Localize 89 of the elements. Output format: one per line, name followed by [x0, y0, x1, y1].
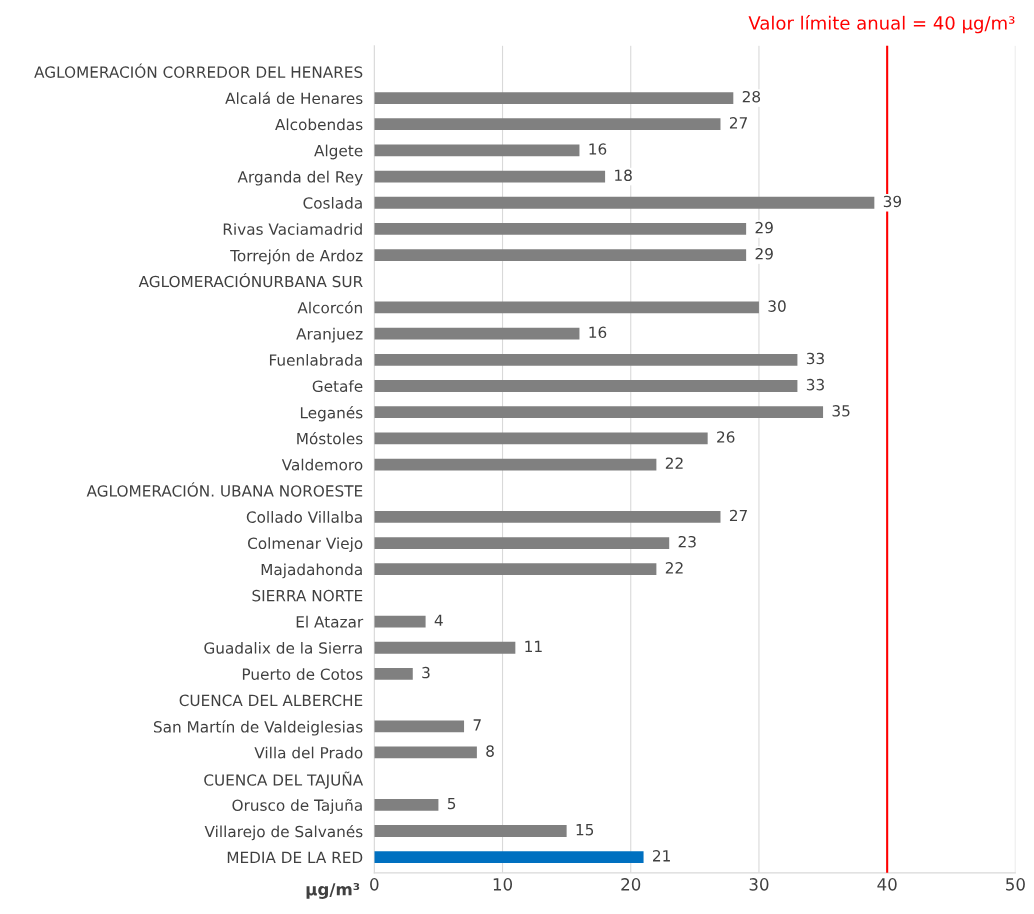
- x-tick-label: 10: [493, 878, 513, 891]
- y-tick-label: SIERRA NORTE: [252, 589, 363, 602]
- bar: [374, 851, 644, 864]
- bar: [374, 249, 747, 261]
- bar: [374, 196, 875, 209]
- y-tick-label: Leganés: [300, 406, 363, 422]
- data-label: 33: [806, 352, 824, 365]
- data-label: 5: [447, 797, 456, 810]
- y-tick-label: San Martín de Valdeiglesias: [153, 720, 363, 736]
- data-label: 30: [768, 300, 786, 312]
- y-tick-label: Villarejo de Salvanés: [204, 824, 363, 841]
- y-tick-label: CUENCA DEL ALBERCHE: [179, 694, 363, 707]
- x-tick-label: 20: [621, 878, 641, 891]
- y-tick-label: Fuenlabrada: [269, 354, 362, 366]
- y-tick-label: CUENCA DEL TAJUÑA: [204, 771, 364, 789]
- bar: [374, 223, 747, 235]
- data-label: 26: [717, 431, 735, 443]
- y-tick-label: Arganda del Rey: [237, 170, 363, 186]
- bar: [374, 510, 721, 523]
- bar: [374, 406, 824, 419]
- bar: [374, 798, 439, 811]
- data-label: 29: [755, 247, 773, 260]
- ref-line-label: Valor límite anual = 40 μg/m³: [748, 15, 1015, 34]
- x-tick-label: 50: [1006, 878, 1025, 891]
- y-tick-label: Puerto de Cotos: [242, 668, 363, 680]
- data-label: 22: [665, 562, 683, 574]
- y-tick-label: MEDIA DE LA RED: [227, 851, 363, 863]
- bar: [374, 641, 516, 654]
- data-label: 28: [742, 90, 761, 103]
- y-tick-label: Alcalá de Henares: [225, 91, 363, 105]
- y-tick-label: Torrejón de Ardoz: [230, 249, 363, 265]
- y-tick-label: Orusco de Tajuña: [232, 798, 362, 814]
- data-label: 11: [525, 640, 542, 652]
- y-tick-label: Aranjuez: [296, 327, 363, 343]
- data-label: 16: [589, 326, 607, 339]
- y-tick-label: AGLOMERACIÓN CORREDOR DEL HENARES: [34, 63, 363, 78]
- y-tick-label: Algete: [314, 144, 363, 160]
- y-tick-label: Getafe: [312, 380, 363, 393]
- data-label: 21: [653, 850, 670, 862]
- bar: [374, 170, 606, 183]
- bar: [374, 720, 465, 733]
- bar: [374, 380, 798, 392]
- bar: [374, 432, 708, 445]
- y-tick-label: Collado Villalba: [246, 511, 362, 523]
- bar: [374, 668, 413, 680]
- bar: [374, 746, 477, 759]
- y-tick-label: Rivas Vaciamadrid: [223, 223, 362, 235]
- bar: [374, 458, 657, 471]
- bar: [374, 825, 567, 837]
- y-tick-label: Alcobendas: [275, 118, 363, 131]
- bar: [374, 144, 580, 157]
- data-label: 33: [806, 378, 824, 391]
- x-tick-label: 30: [749, 878, 769, 891]
- bar: [374, 301, 759, 314]
- bar: [374, 353, 798, 366]
- data-label: 23: [678, 535, 696, 548]
- data-label: 29: [755, 221, 773, 234]
- bar: [374, 118, 721, 131]
- bar: [374, 615, 426, 628]
- y-tick-label: AGLOMERACIÓN. UBANA NOROESTE: [86, 482, 363, 497]
- y-tick-label: Coslada: [303, 196, 362, 209]
- y-tick-label: AGLOMERACIÓNURBANA SUR: [138, 272, 363, 288]
- data-label: 8: [486, 745, 494, 757]
- data-label: 3: [422, 666, 430, 679]
- data-label: 39: [883, 195, 902, 208]
- data-label: 4: [434, 614, 443, 626]
- y-tick-label: Valdemoro: [281, 458, 363, 471]
- y-tick-label: Majadahonda: [261, 563, 362, 579]
- data-label: 15: [576, 824, 594, 836]
- data-label: 27: [729, 509, 747, 522]
- bar: [374, 563, 657, 576]
- data-label: 35: [832, 405, 850, 417]
- y-tick-label: Colmenar Viejo: [247, 537, 363, 553]
- x-tick-label: 0: [370, 878, 379, 891]
- data-label: 16: [589, 143, 607, 155]
- y-tick-label: El Atazar: [296, 615, 364, 628]
- x-tick-label: 40: [877, 878, 897, 891]
- bar: [374, 537, 670, 549]
- data-label: 18: [615, 169, 632, 182]
- y-tick-label: Guadalix de la Sierra: [204, 641, 362, 654]
- data-label: 7: [473, 719, 481, 731]
- data-label: 27: [729, 117, 747, 129]
- x-axis-title: μg/m³: [306, 882, 360, 899]
- y-tick-label: Alcorcón: [297, 301, 362, 314]
- y-tick-label: Villa del Prado: [254, 746, 363, 759]
- y-tick-label: Móstoles: [297, 431, 363, 445]
- data-label: 22: [665, 457, 683, 469]
- bar: [374, 92, 734, 104]
- bar: [374, 327, 580, 340]
